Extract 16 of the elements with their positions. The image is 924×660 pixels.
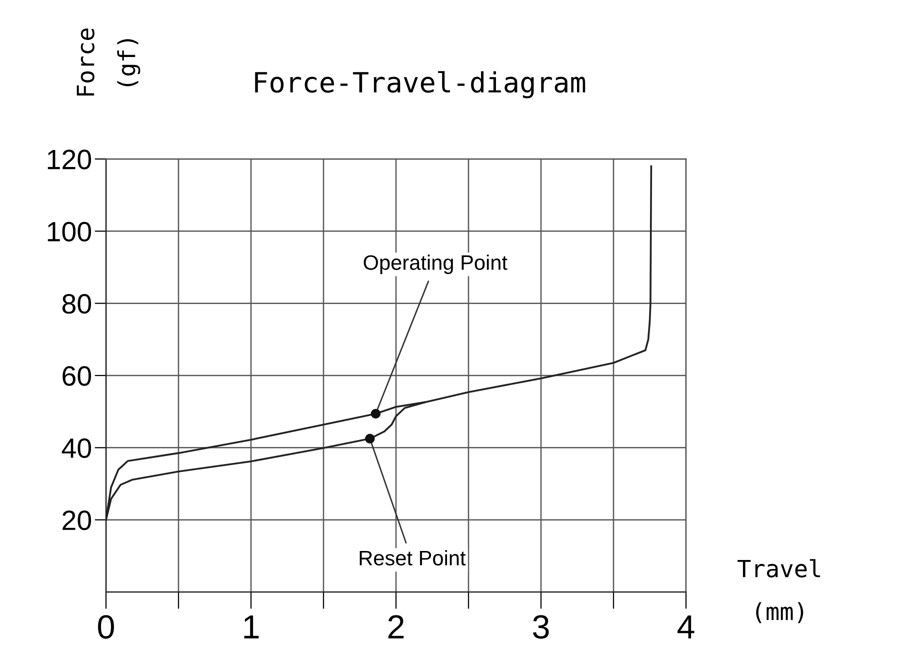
x-tick-label: 0	[98, 615, 114, 639]
y-tick-label: 20	[62, 510, 92, 530]
annotation: Operating Point	[364, 254, 508, 274]
y-tick-label: 80	[62, 294, 92, 314]
y-tick-label: 120	[48, 150, 92, 170]
annotation: Reset Point	[360, 550, 466, 566]
y-tick-label: 100	[48, 222, 92, 242]
x-tick-label: 4	[677, 615, 694, 638]
x-axis-title: Travel (mm)	[738, 559, 820, 624]
x-tick-label: 1	[244, 615, 259, 638]
y-tick-label: 60	[62, 366, 92, 386]
y-tick-label: 40	[62, 438, 92, 458]
y-axis-title: Force (gf)	[76, 28, 140, 96]
chart-title: Force-Travel-diagram	[255, 71, 586, 98]
x-tick-label: 2	[388, 615, 404, 638]
x-tick-label: 3	[533, 615, 549, 639]
